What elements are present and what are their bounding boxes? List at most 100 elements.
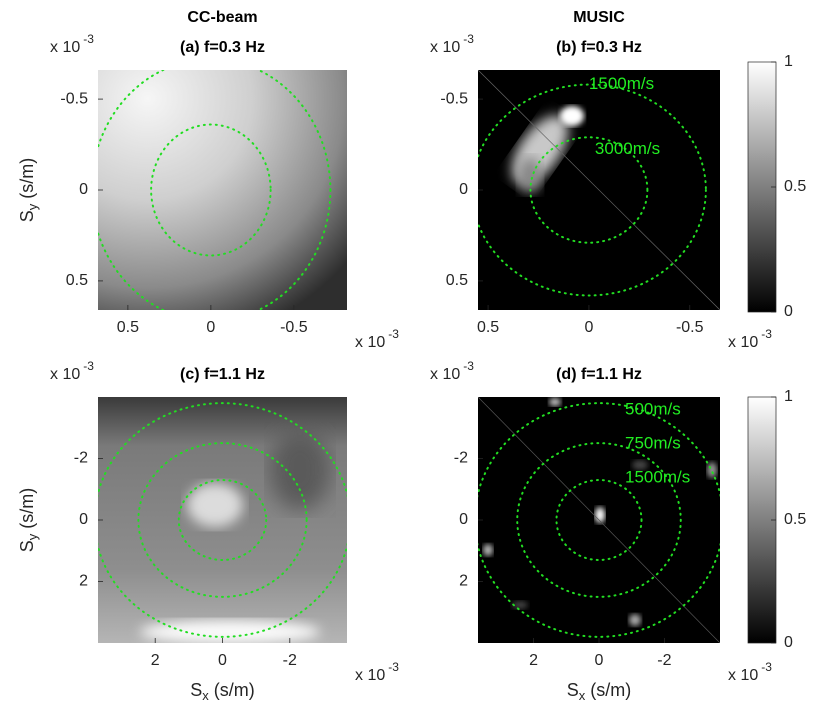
axis-multiplier: x 10-3 (50, 359, 94, 383)
x-tick-label: 2 (151, 652, 160, 669)
heatmap-image (478, 70, 720, 310)
x-tick-label: 0 (584, 319, 593, 336)
y-tick-label: -0.5 (60, 90, 88, 107)
axis-label-unit: (s/m) (17, 488, 37, 529)
y-tick-label: 0 (459, 511, 468, 528)
axis-multiplier: x 10-3 (50, 32, 94, 56)
axis-label-symbol: S (190, 680, 202, 700)
axis-label-unit: (s/m) (590, 680, 631, 700)
colorbar-tick-label: 0.5 (784, 178, 806, 195)
heatmap-image (98, 70, 347, 310)
multiplier-power: -3 (388, 660, 399, 674)
y-tick-label: 0 (79, 181, 88, 198)
x-tick-label: -0.5 (676, 319, 704, 336)
axis-label-unit: (s/m) (214, 680, 255, 700)
axis-label-subscript: y (25, 203, 40, 210)
axis-label-symbol: S (567, 680, 579, 700)
y-tick-label: 0 (79, 511, 88, 528)
velocity-ring (529, 136, 649, 244)
axis-label: Sy (s/m) (17, 488, 41, 553)
y-tick-label: 0.5 (66, 272, 88, 289)
x-tick-label: -2 (657, 652, 671, 669)
multiplier-base: x 10 (728, 667, 758, 684)
axis-multiplier: x 10-3 (728, 660, 772, 684)
axis-multiplier: x 10-3 (728, 327, 772, 351)
colorbar-tick-label: 0 (784, 634, 793, 651)
axis-multiplier: x 10-3 (355, 327, 399, 351)
ring-label: 3000m/s (595, 139, 660, 158)
axis-label-unit: (s/m) (17, 158, 37, 199)
multiplier-base: x 10 (50, 366, 80, 383)
axis-label: Sx (s/m) (190, 680, 255, 704)
ring-label: 750m/s (625, 433, 681, 452)
y-tick-label: 2 (79, 573, 88, 590)
x-tick-label: 0.5 (117, 319, 139, 336)
velocity-ring (177, 479, 268, 561)
y-tick-label: -0.5 (440, 90, 468, 107)
multiplier-base: x 10 (355, 334, 385, 351)
rings (98, 70, 332, 310)
multiplier-base: x 10 (430, 366, 460, 383)
colorbar-tick-label: 0 (784, 303, 793, 320)
rings (98, 402, 347, 638)
axis-label: Sx (s/m) (567, 680, 632, 704)
ring-label: 1500m/s (589, 74, 654, 93)
axis-label: Sy (s/m) (17, 158, 41, 223)
multiplier-power: -3 (463, 359, 474, 373)
x-tick-label: 2 (529, 652, 538, 669)
heatmap-image (98, 397, 347, 643)
x-tick-label: -0.5 (280, 319, 308, 336)
rings (478, 83, 707, 297)
axis-label-subscript: x (579, 688, 586, 703)
axis-multiplier: x 10-3 (430, 359, 474, 383)
multiplier-power: -3 (83, 32, 94, 46)
velocity-ring (150, 123, 272, 257)
velocity-ring (478, 83, 707, 297)
panel-title: (a) f=0.3 Hz (180, 39, 265, 56)
colorbar-tick-label: 0.5 (784, 511, 806, 528)
axis-label-symbol: S (17, 540, 37, 552)
multiplier-power: -3 (761, 660, 772, 674)
multiplier-base: x 10 (728, 334, 758, 351)
ring-label: 500m/s (625, 399, 681, 418)
ring-label: 1500m/s (625, 467, 690, 486)
column-title: MUSIC (573, 9, 625, 26)
multiplier-base: x 10 (50, 39, 80, 56)
multiplier-base: x 10 (430, 39, 460, 56)
velocity-ring (516, 442, 682, 598)
y-tick-label: -2 (454, 450, 468, 467)
heatmap-image (478, 397, 720, 643)
velocity-ring (98, 70, 332, 310)
panel-title: (d) f=1.1 Hz (556, 366, 642, 383)
panel-title: (c) f=1.1 Hz (180, 366, 265, 383)
axis-multiplier: x 10-3 (430, 32, 474, 56)
colorbar-tick-label: 1 (784, 53, 793, 70)
axis-label-subscript: y (25, 533, 40, 540)
axis-label-symbol: S (17, 210, 37, 222)
panel-title: (b) f=0.3 Hz (556, 39, 642, 56)
multiplier-power: -3 (83, 359, 94, 373)
velocity-ring (98, 402, 347, 638)
x-tick-label: 0 (206, 319, 215, 336)
x-tick-label: 0 (218, 652, 227, 669)
x-tick-label: -2 (283, 652, 297, 669)
colorbar-tick-label: 1 (784, 388, 793, 405)
x-tick-label: 0 (595, 652, 604, 669)
axis-label-subscript: x (202, 688, 209, 703)
y-tick-label: 2 (459, 573, 468, 590)
multiplier-power: -3 (388, 327, 399, 341)
y-tick-label: -2 (74, 450, 88, 467)
velocity-ring (137, 442, 308, 598)
axis-multiplier: x 10-3 (355, 660, 399, 684)
column-title: CC-beam (187, 9, 257, 26)
multiplier-power: -3 (761, 327, 772, 341)
velocity-ring (555, 479, 643, 561)
rings (478, 402, 720, 638)
multiplier-base: x 10 (355, 667, 385, 684)
multiplier-power: -3 (463, 32, 474, 46)
x-tick-label: 0.5 (477, 319, 499, 336)
y-tick-label: 0 (459, 181, 468, 198)
y-tick-label: 0.5 (446, 272, 468, 289)
